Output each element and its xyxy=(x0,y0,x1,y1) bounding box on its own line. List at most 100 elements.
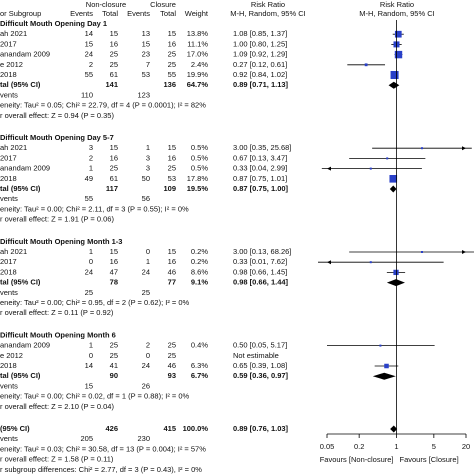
total-n1: 141 xyxy=(105,80,118,89)
study-e2: 15 xyxy=(142,39,150,48)
study-n1: 16 xyxy=(110,257,118,266)
study-weight: 2.4% xyxy=(191,60,208,69)
ci-arrow xyxy=(327,260,331,265)
events-e2: 123 xyxy=(137,90,150,99)
study-square xyxy=(369,261,372,264)
study-ci: 0.92 [0.84, 1.02] xyxy=(233,70,287,79)
study-n1: 41 xyxy=(110,361,118,370)
study-n2: 16 xyxy=(168,257,176,266)
study-n2: 15 xyxy=(168,29,176,38)
study-n2: 25 xyxy=(168,50,176,59)
events-label: vents xyxy=(0,194,18,203)
study-n1: 25 xyxy=(110,50,118,59)
plot-area xyxy=(318,30,474,433)
x-tick-label: 20 xyxy=(462,442,470,451)
study-weight: 11.1% xyxy=(187,39,208,48)
study-name: 2018 xyxy=(0,361,17,370)
study-n2: 25 xyxy=(168,341,176,350)
events-e1: 25 xyxy=(85,288,93,297)
heterogeneity: eneity: Tau² = 0.00; Chi² = 2.11, df = 3… xyxy=(0,204,189,213)
events-e2: 56 xyxy=(142,194,150,203)
summary-diamond xyxy=(386,279,405,287)
study-name: 2017 xyxy=(0,153,17,162)
study-n2: 16 xyxy=(168,153,176,162)
study-ci: 3.00 [0.13, 68.26] xyxy=(233,247,291,256)
plot-method: M-H, Random, 95% CI xyxy=(359,9,434,18)
study-ci: 1.09 [0.92, 1.29] xyxy=(233,50,287,59)
events-header: Events xyxy=(70,9,93,18)
rr-method: M-H, Random, 95% CI xyxy=(230,9,305,18)
plot-title: Risk Ratio xyxy=(380,0,414,9)
study-name: anandam 2009 xyxy=(0,50,50,59)
overall-effect: r overall effect: Z = 1.91 (P = 0.06) xyxy=(0,215,114,224)
study-e1: 0 xyxy=(89,351,93,360)
study-e1: 0 xyxy=(89,257,93,266)
x-tick-label: 0.2 xyxy=(354,442,364,451)
events-e2: 230 xyxy=(137,434,150,443)
total-n2: 109 xyxy=(163,184,176,193)
summary-diamond xyxy=(372,372,396,380)
x-tick-label: 1 xyxy=(394,442,398,451)
total-n2: 77 xyxy=(168,278,176,287)
total-n2: 415 xyxy=(163,424,176,433)
study-e1: 14 xyxy=(85,361,93,370)
study-e2: 24 xyxy=(142,267,150,276)
study-weight: 0.4% xyxy=(191,341,208,350)
group2-header: Closure xyxy=(150,0,176,9)
study-n1: 15 xyxy=(110,29,118,38)
study-square xyxy=(379,344,382,347)
study-e1: 55 xyxy=(85,70,93,79)
study-n1: 25 xyxy=(110,164,118,173)
total-weight: 19.5% xyxy=(187,184,209,193)
study-ci: 0.67 [0.13, 3.47] xyxy=(233,153,287,162)
subgroup-differences: r subgroup differences: Chi² = 2.77, df … xyxy=(0,465,202,474)
study-e1: 15 xyxy=(85,39,93,48)
summary-diamond xyxy=(389,185,397,193)
study-weight: 17.0% xyxy=(187,50,209,59)
total-label: tal (95% CI) xyxy=(0,371,41,380)
total-ci: 0.89 [0.71, 1.13] xyxy=(233,80,289,89)
study-weight: 0.5% xyxy=(191,143,208,152)
study-e2: 0 xyxy=(146,351,150,360)
study-e1: 2 xyxy=(89,60,93,69)
weight-header: Weight xyxy=(185,9,209,18)
x-tick-label: 0.05 xyxy=(320,442,335,451)
study-name: e 2012 xyxy=(0,351,23,360)
study-name: ah 2021 xyxy=(0,29,27,38)
total-n1: 90 xyxy=(110,371,118,380)
study-square xyxy=(394,50,403,59)
events-e1: 55 xyxy=(85,194,93,203)
total-header: Total xyxy=(102,9,118,18)
study-n1: 25 xyxy=(110,351,118,360)
subgroup-title: Difficult Mouth Opening Day 5-7 xyxy=(0,133,114,142)
study-name: e 2012 xyxy=(0,60,23,69)
total-label: tal (95% CI) xyxy=(0,278,41,287)
study-n1: 61 xyxy=(110,70,118,79)
total-n1: 78 xyxy=(110,278,118,287)
study-e2: 3 xyxy=(146,164,150,173)
heterogeneity: eneity: Tau² = 0.00; Chi² = 0.95, df = 2… xyxy=(0,298,190,307)
total-header: Total xyxy=(160,9,176,18)
total-n2: 93 xyxy=(168,371,176,380)
total-weight: 100.0% xyxy=(183,424,209,433)
total-ci: 0.98 [0.66, 1.44] xyxy=(233,278,289,287)
subgroup-title: Difficult Mouth Opening Day 1 xyxy=(0,19,107,28)
study-name: 2017 xyxy=(0,257,17,266)
ci-arrow xyxy=(462,250,466,254)
study-e2: 53 xyxy=(142,70,150,79)
subgroup-title: Difficult Mouth Opening Month 6 xyxy=(0,330,116,339)
study-name: ah 2021 xyxy=(0,247,27,256)
study-ci: 0.87 [0.75, 1.01] xyxy=(233,174,287,183)
study-e1: 1 xyxy=(89,247,93,256)
rr-title: Risk Ratio xyxy=(251,0,285,9)
study-e1: 14 xyxy=(85,29,93,38)
study-n2: 16 xyxy=(168,39,176,48)
total-weight: 6.7% xyxy=(191,371,208,380)
study-ci: 0.50 [0.05, 5.17] xyxy=(233,341,287,350)
study-weight: 0.5% xyxy=(191,153,208,162)
study-weight: 17.8% xyxy=(187,174,209,183)
study-ci: Not estimable xyxy=(233,351,279,360)
study-header: or Subgroup xyxy=(0,9,41,18)
study-n2: 53 xyxy=(168,174,176,183)
